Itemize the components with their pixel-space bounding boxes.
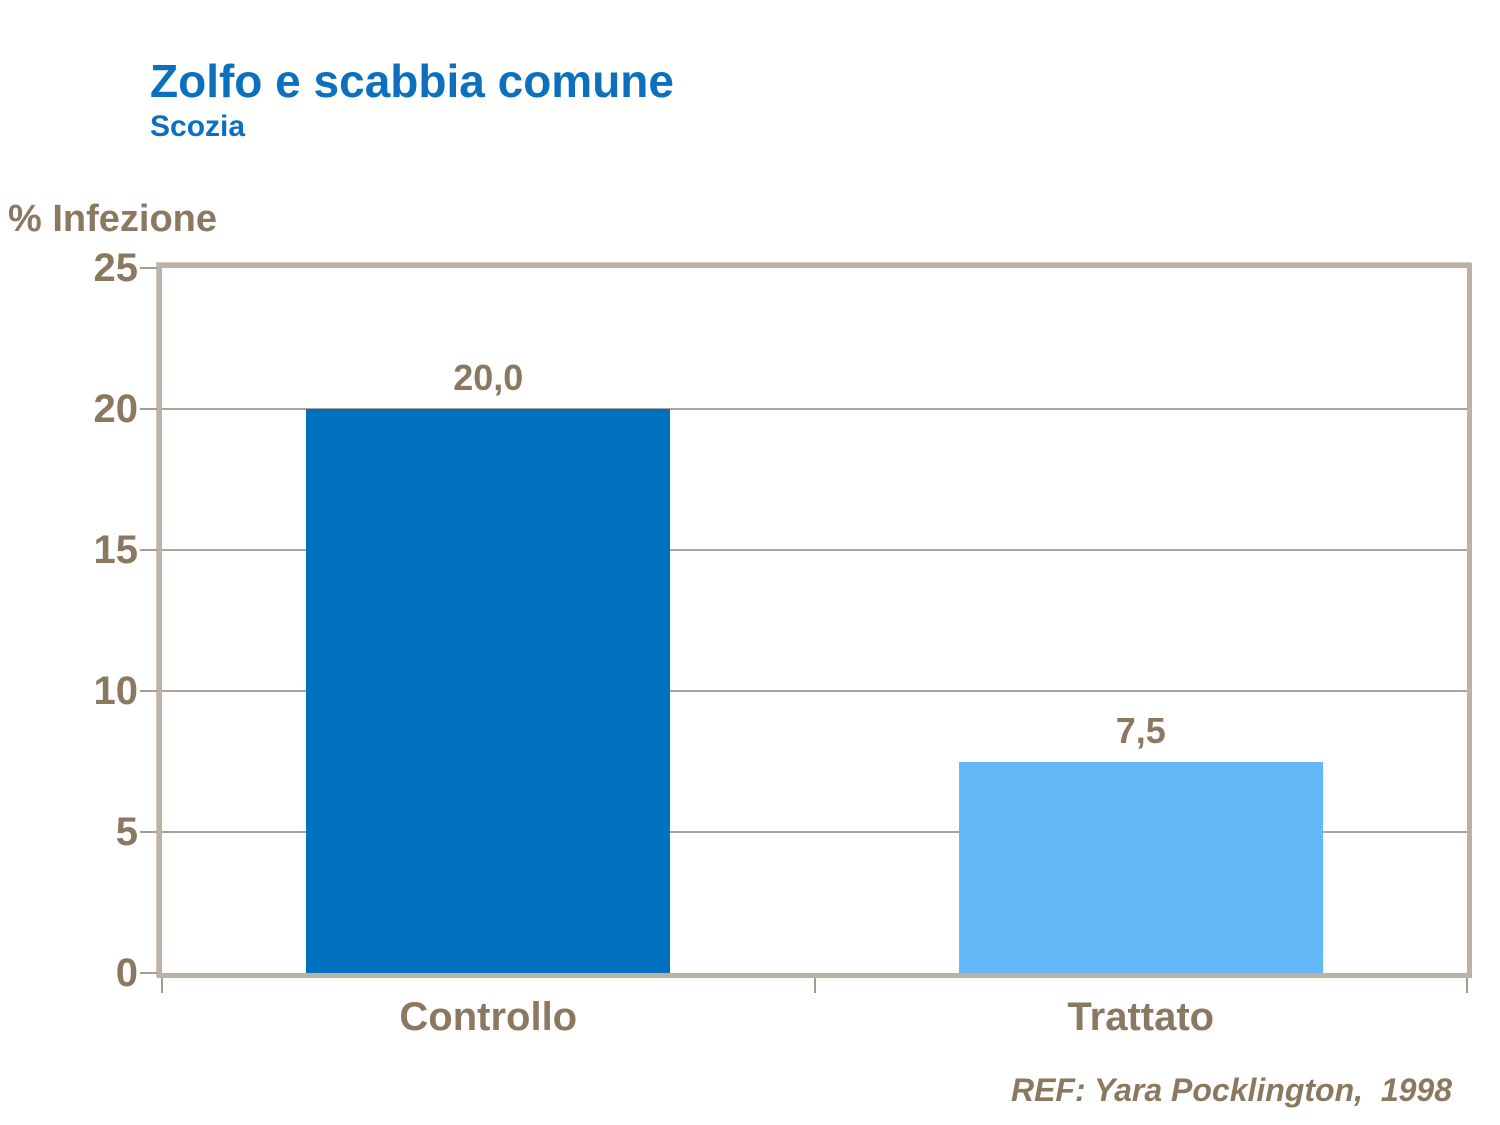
value-label-trattato: 7,5 <box>1115 709 1166 751</box>
y-tick-label-20: 20 <box>93 387 139 431</box>
plot-area <box>157 263 1472 978</box>
y-tick-label-15: 15 <box>93 528 139 572</box>
y-tick-label-5: 5 <box>115 810 138 854</box>
x-tick-mark-1 <box>813 978 816 993</box>
category-label-trattato: Trattato <box>1067 995 1215 1039</box>
gridline-5 <box>162 831 1467 833</box>
gridline-15 <box>162 549 1467 551</box>
y-tick-label-0: 0 <box>115 951 138 995</box>
chart-title: Zolfo e scabbia comune <box>150 55 674 107</box>
chart-subtitle: Scozia <box>150 110 246 143</box>
bar-trattato <box>958 761 1323 973</box>
y-tick-mark-0 <box>140 972 157 974</box>
y-tick-label-25: 25 <box>93 246 139 290</box>
y-tick-mark-20 <box>140 408 157 410</box>
y-tick-mark-15 <box>140 549 157 551</box>
x-tick-mark-0 <box>161 978 163 993</box>
x-tick-mark-2 <box>1466 978 1468 993</box>
reference-text: REF: Yara Pocklington, 1998 <box>1010 1072 1452 1108</box>
value-label-controllo: 20,0 <box>453 357 524 398</box>
gridline-20 <box>162 408 1467 410</box>
category-label-controllo: Controllo <box>399 995 578 1039</box>
y-tick-label-10: 10 <box>93 669 139 713</box>
y-tick-mark-25 <box>140 267 157 269</box>
bar-controllo <box>306 409 671 973</box>
gridline-10 <box>162 690 1467 692</box>
y-axis-title: % Infezione <box>8 198 218 240</box>
y-tick-mark-5 <box>140 831 157 833</box>
y-tick-mark-10 <box>140 690 157 692</box>
